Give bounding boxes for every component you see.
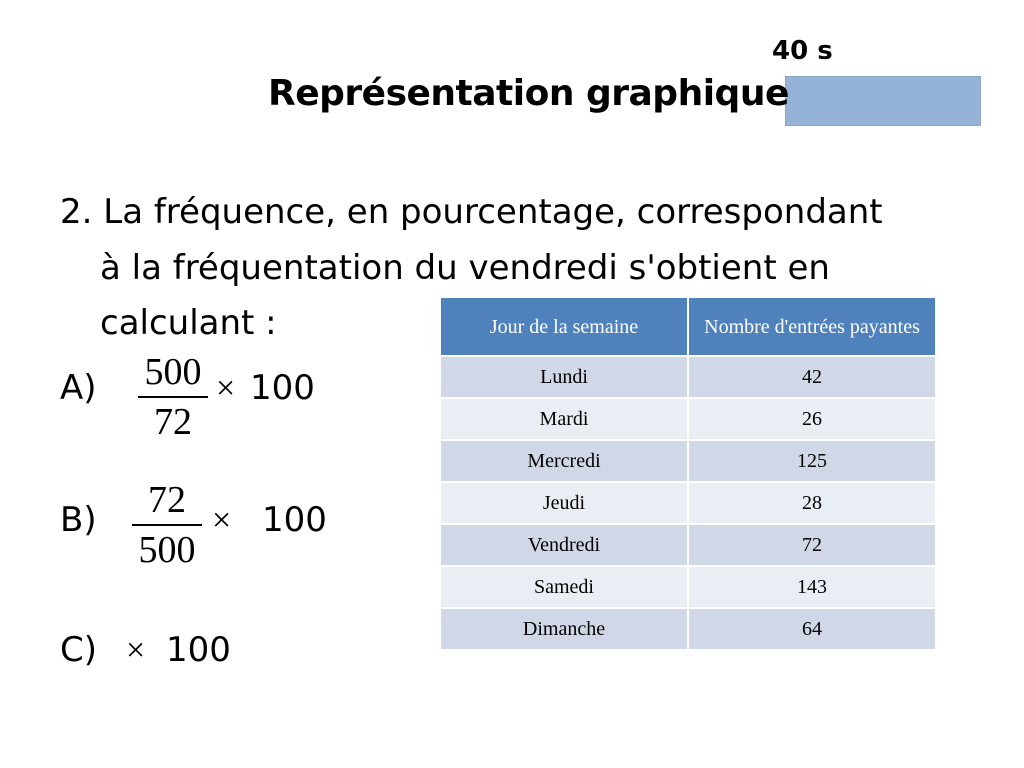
timer-bar xyxy=(785,76,981,126)
option-c-label[interactable]: C) xyxy=(60,630,98,670)
option-b-label[interactable]: B) xyxy=(60,500,97,540)
cell-day: Vendredi xyxy=(439,523,689,567)
fraction-bar xyxy=(138,396,208,398)
fraction-bar xyxy=(132,524,202,526)
option-a-label[interactable]: A) xyxy=(60,368,97,408)
table-row: Mercredi 125 xyxy=(439,439,937,483)
cell-entries: 72 xyxy=(687,523,937,567)
option-b-denominator: 500 xyxy=(138,529,196,571)
slide-title: Représentation graphique xyxy=(268,73,789,114)
table-row: Samedi 143 xyxy=(439,565,937,609)
cell-day: Samedi xyxy=(439,565,689,609)
column-header-day: Jour de la semaine xyxy=(439,296,689,357)
option-c-times: × xyxy=(126,632,146,669)
table-header-row: Jour de la semaine Nombre d'entrées paya… xyxy=(439,296,937,357)
table-row: Vendredi 72 xyxy=(439,523,937,567)
question-line-2: à la fréquentation du vendredi s'obtient… xyxy=(100,248,830,288)
option-b-times: × xyxy=(212,502,232,539)
option-a-fraction: 500 72 xyxy=(138,352,208,442)
option-a-multiplier: 100 xyxy=(250,368,315,408)
timer-label: 40 s xyxy=(772,36,833,66)
attendance-table: Jour de la semaine Nombre d'entrées paya… xyxy=(439,296,937,651)
cell-day: Jeudi xyxy=(439,481,689,525)
table-row: Jeudi 28 xyxy=(439,481,937,525)
cell-entries: 42 xyxy=(687,355,937,399)
table-row: Dimanche 64 xyxy=(439,607,937,651)
option-a-denominator: 72 xyxy=(154,401,192,443)
cell-entries: 26 xyxy=(687,397,937,441)
option-a-times: × xyxy=(216,370,236,407)
option-b-fraction: 72 500 xyxy=(132,480,202,570)
question-line-1: 2. La fréquence, en pourcentage, corresp… xyxy=(60,192,883,232)
cell-day: Dimanche xyxy=(439,607,689,651)
option-c-multiplier: 100 xyxy=(166,630,231,670)
cell-day: Lundi xyxy=(439,355,689,399)
cell-entries: 143 xyxy=(687,565,937,609)
cell-entries: 28 xyxy=(687,481,937,525)
table-row: Lundi 42 xyxy=(439,355,937,399)
cell-entries: 64 xyxy=(687,607,937,651)
cell-day: Mercredi xyxy=(439,439,689,483)
column-header-entries: Nombre d'entrées payantes xyxy=(687,296,937,357)
option-a-numerator: 500 xyxy=(144,351,202,393)
cell-day: Mardi xyxy=(439,397,689,441)
cell-entries: 125 xyxy=(687,439,937,483)
option-b-multiplier: 100 xyxy=(262,500,327,540)
option-b-numerator: 72 xyxy=(148,479,186,521)
table-row: Mardi 26 xyxy=(439,397,937,441)
question-line-3: calculant : xyxy=(100,303,277,343)
